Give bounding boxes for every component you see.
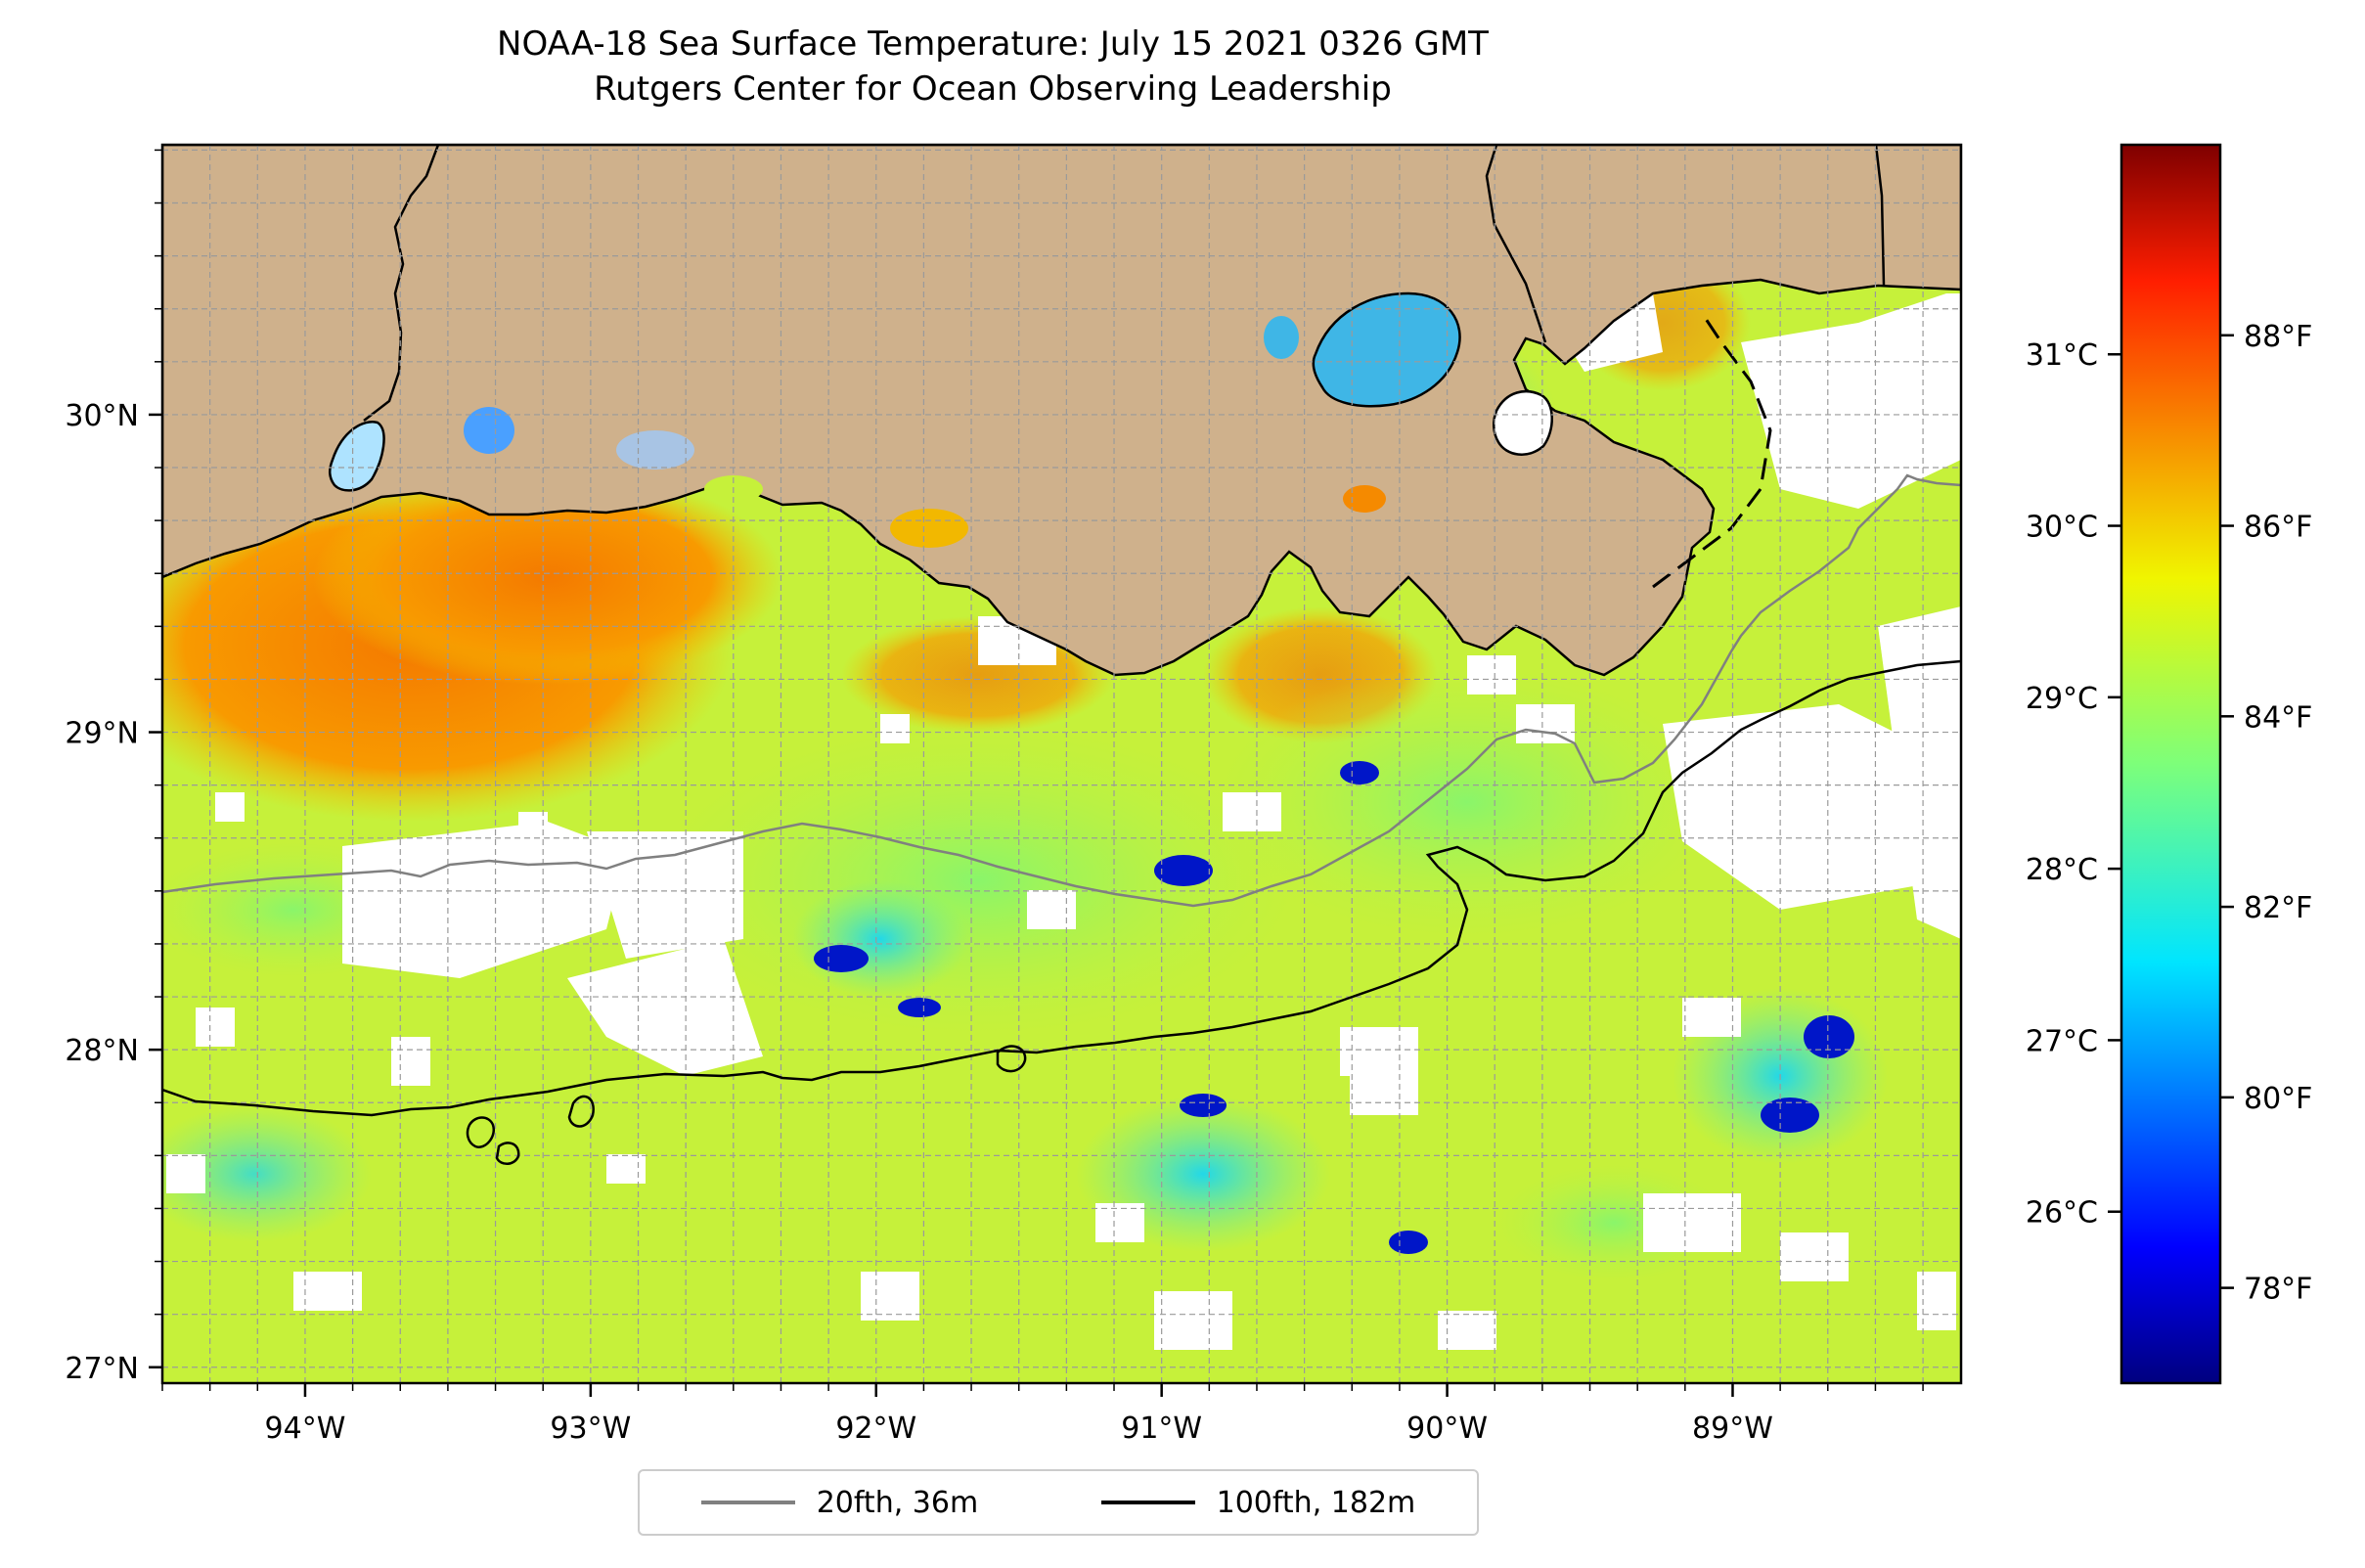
longitude-labels: 94°W 93°W 92°W 91°W 90°W 89°W: [265, 1411, 1773, 1446]
lat-tick-label: 29°N: [65, 717, 139, 751]
colorbar-celsius-ticks: 26°C 27°C 28°C 29°C 30°C 31°C: [2026, 338, 2121, 1231]
map-plot-area: [162, 145, 1961, 1383]
map-title: NOAA-18 Sea Surface Temperature: July 15…: [0, 22, 1986, 112]
colorbar-c-label: 27°C: [2026, 1024, 2098, 1058]
state-border-sabine: [363, 145, 440, 422]
colorbar-c-label: 29°C: [2026, 682, 2098, 716]
colorbar-c-label: 31°C: [2026, 338, 2098, 373]
colorbar-f-label: 84°F: [2244, 700, 2312, 735]
gridlines: [162, 145, 1961, 1383]
title-line-1: NOAA-18 Sea Surface Temperature: July 15…: [497, 24, 1489, 64]
lake-pontchartrain: [1312, 291, 1461, 408]
lake-borgne: [1493, 390, 1553, 456]
legend: 20fth, 36m 100fth, 182m: [638, 1469, 1479, 1536]
legend-swatch-20fth: [700, 1501, 795, 1504]
latitude-labels: 27°N 28°N 29°N 30°N: [65, 399, 139, 1386]
legend-label-100fth: 100fth, 182m: [1216, 1485, 1416, 1520]
colorbar-c-label: 28°C: [2026, 853, 2098, 887]
lat-tick-label: 27°N: [65, 1352, 139, 1386]
lon-tick-label: 93°W: [550, 1411, 631, 1446]
lon-tick-label: 89°W: [1692, 1411, 1773, 1446]
colorbar-f-label: 88°F: [2244, 320, 2312, 354]
legend-label-20fth: 20fth, 36m: [816, 1485, 979, 1520]
isobath-100fth-islands: [466, 1045, 1027, 1165]
legend-entry-100fth: 100fth, 182m: [1100, 1485, 1416, 1520]
lon-tick-label: 92°W: [835, 1411, 916, 1446]
colorbar: [2120, 143, 2222, 1385]
colorbar-f-label: 78°F: [2244, 1273, 2312, 1307]
colorbar-f-label: 80°F: [2244, 1082, 2312, 1116]
state-border-al: [1874, 145, 1886, 287]
lon-tick-label: 91°W: [1121, 1411, 1202, 1446]
lon-tick-label: 90°W: [1406, 1411, 1488, 1446]
lon-tick-label: 94°W: [265, 1411, 346, 1446]
colorbar-f-label: 82°F: [2244, 891, 2312, 925]
map-frame: [160, 143, 1963, 1385]
colorbar-fahrenheit-ticks: 78°F 80°F 82°F 84°F 86°F 88°F: [2220, 320, 2312, 1307]
isobath-20fth: [162, 473, 1961, 908]
lat-tick-label: 28°N: [65, 1034, 139, 1068]
lake-calcasieu: [329, 421, 385, 492]
legend-entry-20fth: 20fth, 36m: [700, 1485, 979, 1520]
shore-dash: [1652, 312, 1772, 589]
colorbar-f-label: 86°F: [2244, 511, 2312, 545]
legend-swatch-100fth: [1100, 1501, 1195, 1504]
lat-tick-label: 30°N: [65, 399, 139, 433]
title-line-2: Rutgers Center for Ocean Observing Leade…: [594, 69, 1392, 109]
axis-ticks: [149, 149, 1924, 1397]
land-mass: [162, 145, 1961, 677]
isobath-100fth: [162, 659, 1961, 1117]
colorbar-c-label: 26°C: [2026, 1196, 2098, 1231]
colorbar-c-label: 30°C: [2026, 511, 2098, 545]
